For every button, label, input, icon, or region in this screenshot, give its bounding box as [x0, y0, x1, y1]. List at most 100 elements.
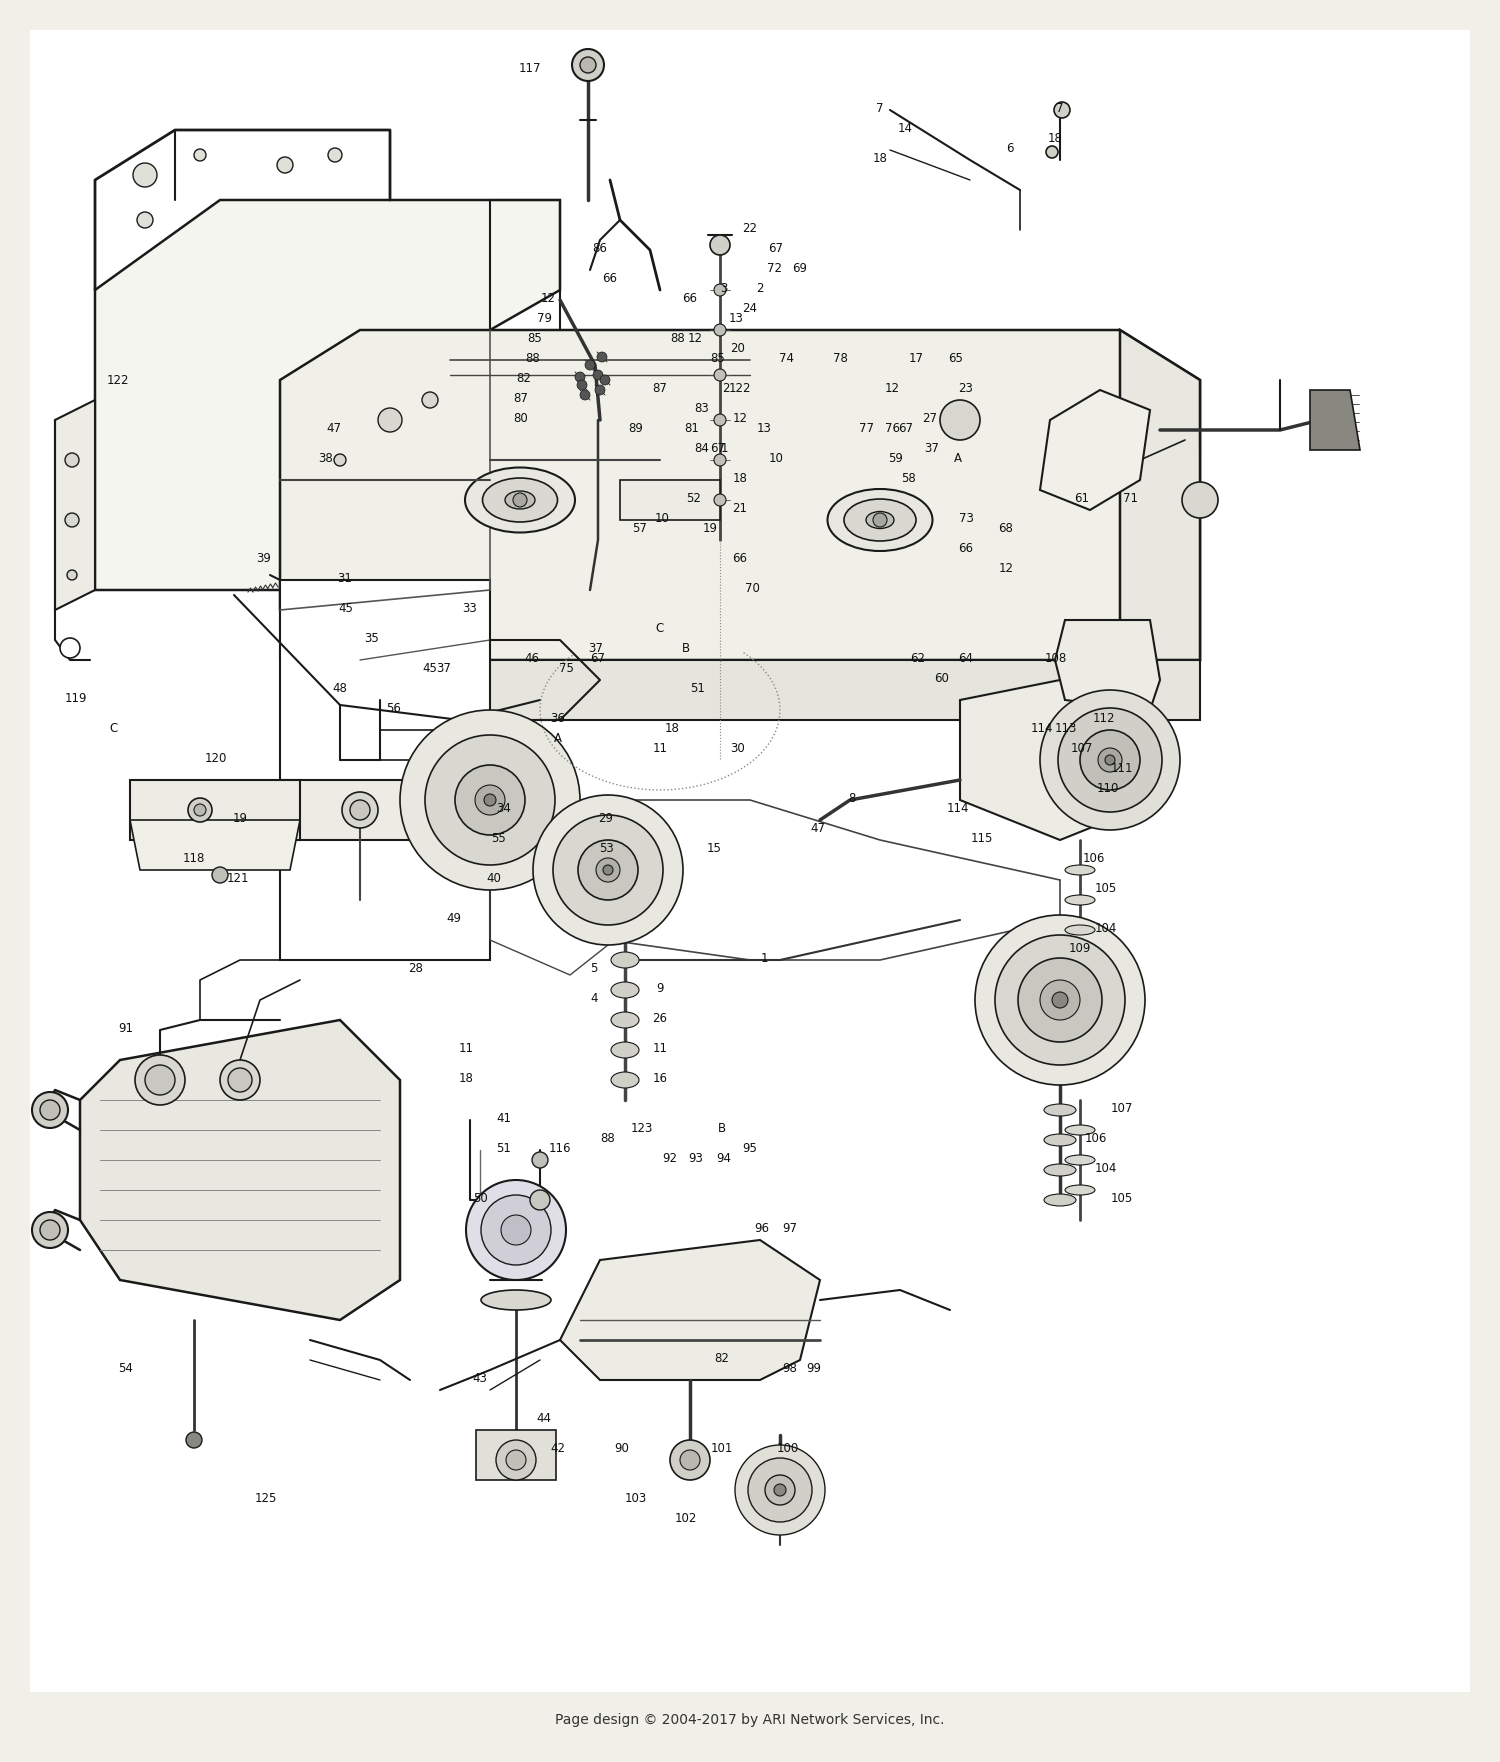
Circle shape [135, 1055, 184, 1105]
Text: 68: 68 [999, 522, 1014, 534]
Circle shape [506, 1450, 526, 1470]
Circle shape [596, 386, 604, 395]
Text: 82: 82 [714, 1351, 729, 1364]
Circle shape [572, 49, 604, 81]
Circle shape [748, 1457, 812, 1522]
Circle shape [714, 414, 726, 426]
Text: 21: 21 [732, 502, 747, 515]
Circle shape [64, 513, 80, 527]
Circle shape [1182, 483, 1218, 518]
Text: 14: 14 [897, 122, 912, 134]
Circle shape [670, 1440, 710, 1480]
Text: 70: 70 [744, 581, 759, 594]
Text: 66: 66 [958, 541, 974, 555]
Circle shape [1058, 708, 1162, 812]
Text: 26: 26 [652, 1011, 668, 1024]
Ellipse shape [1065, 865, 1095, 876]
Text: 88: 88 [600, 1131, 615, 1145]
Polygon shape [1040, 389, 1150, 509]
Text: 66: 66 [603, 271, 618, 284]
Text: 18: 18 [664, 721, 680, 735]
Circle shape [476, 786, 506, 816]
Ellipse shape [482, 1290, 550, 1309]
Ellipse shape [1065, 895, 1095, 906]
Text: 107: 107 [1071, 742, 1094, 754]
Circle shape [378, 409, 402, 432]
Text: 118: 118 [183, 851, 206, 865]
Text: 64: 64 [958, 652, 974, 664]
Text: 39: 39 [256, 552, 272, 564]
Circle shape [482, 1195, 550, 1265]
Text: 111: 111 [1110, 761, 1134, 775]
Text: 89: 89 [628, 421, 644, 435]
Circle shape [585, 359, 596, 370]
Text: 12: 12 [687, 331, 702, 345]
Circle shape [64, 453, 80, 467]
Circle shape [186, 1433, 202, 1448]
Ellipse shape [610, 981, 639, 997]
Text: 115: 115 [970, 832, 993, 844]
Text: 106: 106 [1083, 851, 1106, 865]
Text: 58: 58 [900, 472, 915, 485]
Text: 46: 46 [525, 652, 540, 664]
Text: 96: 96 [754, 1221, 770, 1235]
Circle shape [466, 1181, 566, 1279]
Circle shape [1052, 992, 1068, 1008]
Circle shape [1098, 749, 1122, 772]
Circle shape [714, 455, 726, 465]
Circle shape [597, 352, 608, 361]
Text: 11: 11 [652, 1041, 668, 1054]
Text: 55: 55 [490, 832, 506, 844]
Text: 69: 69 [792, 261, 807, 275]
Polygon shape [80, 1020, 401, 1320]
Circle shape [68, 569, 76, 580]
Circle shape [424, 735, 555, 865]
Text: 9: 9 [657, 981, 663, 994]
Text: 80: 80 [513, 412, 528, 425]
Text: 104: 104 [1095, 1161, 1118, 1175]
Text: 72: 72 [766, 261, 782, 275]
Ellipse shape [610, 1011, 639, 1027]
Text: 110: 110 [1096, 782, 1119, 795]
Circle shape [334, 455, 346, 465]
Text: 84: 84 [694, 442, 709, 455]
Polygon shape [280, 610, 1200, 721]
Text: 101: 101 [711, 1441, 734, 1454]
Polygon shape [56, 400, 94, 610]
Text: 30: 30 [730, 742, 746, 754]
Text: 67: 67 [898, 421, 914, 435]
Text: 12: 12 [999, 562, 1014, 574]
Text: 56: 56 [387, 701, 402, 715]
Circle shape [532, 1152, 548, 1168]
Text: 97: 97 [783, 1221, 798, 1235]
Text: 87: 87 [652, 382, 668, 395]
Circle shape [134, 164, 158, 187]
Text: 41: 41 [496, 1112, 512, 1124]
Circle shape [580, 56, 596, 72]
Ellipse shape [610, 1071, 639, 1087]
Text: 103: 103 [626, 1491, 646, 1505]
Polygon shape [130, 781, 300, 840]
Text: 67: 67 [768, 241, 783, 254]
Text: 106: 106 [1084, 1131, 1107, 1145]
Ellipse shape [610, 1041, 639, 1057]
Circle shape [574, 372, 585, 382]
Text: A: A [554, 731, 562, 745]
Circle shape [400, 710, 580, 890]
Text: 19: 19 [702, 522, 717, 534]
Circle shape [146, 1064, 176, 1094]
Text: 40: 40 [486, 872, 501, 885]
Circle shape [194, 150, 206, 160]
Text: 35: 35 [364, 631, 380, 645]
Text: 75: 75 [558, 661, 573, 675]
Text: Page design © 2004-2017 by ARI Network Services, Inc.: Page design © 2004-2017 by ARI Network S… [555, 1713, 945, 1727]
Ellipse shape [1065, 1156, 1095, 1165]
Circle shape [603, 865, 613, 876]
Circle shape [496, 1440, 536, 1480]
Text: 74: 74 [778, 351, 794, 365]
Circle shape [513, 493, 526, 507]
Text: 48: 48 [333, 682, 348, 694]
Ellipse shape [506, 492, 536, 509]
Text: 3: 3 [720, 282, 728, 294]
Circle shape [328, 148, 342, 162]
